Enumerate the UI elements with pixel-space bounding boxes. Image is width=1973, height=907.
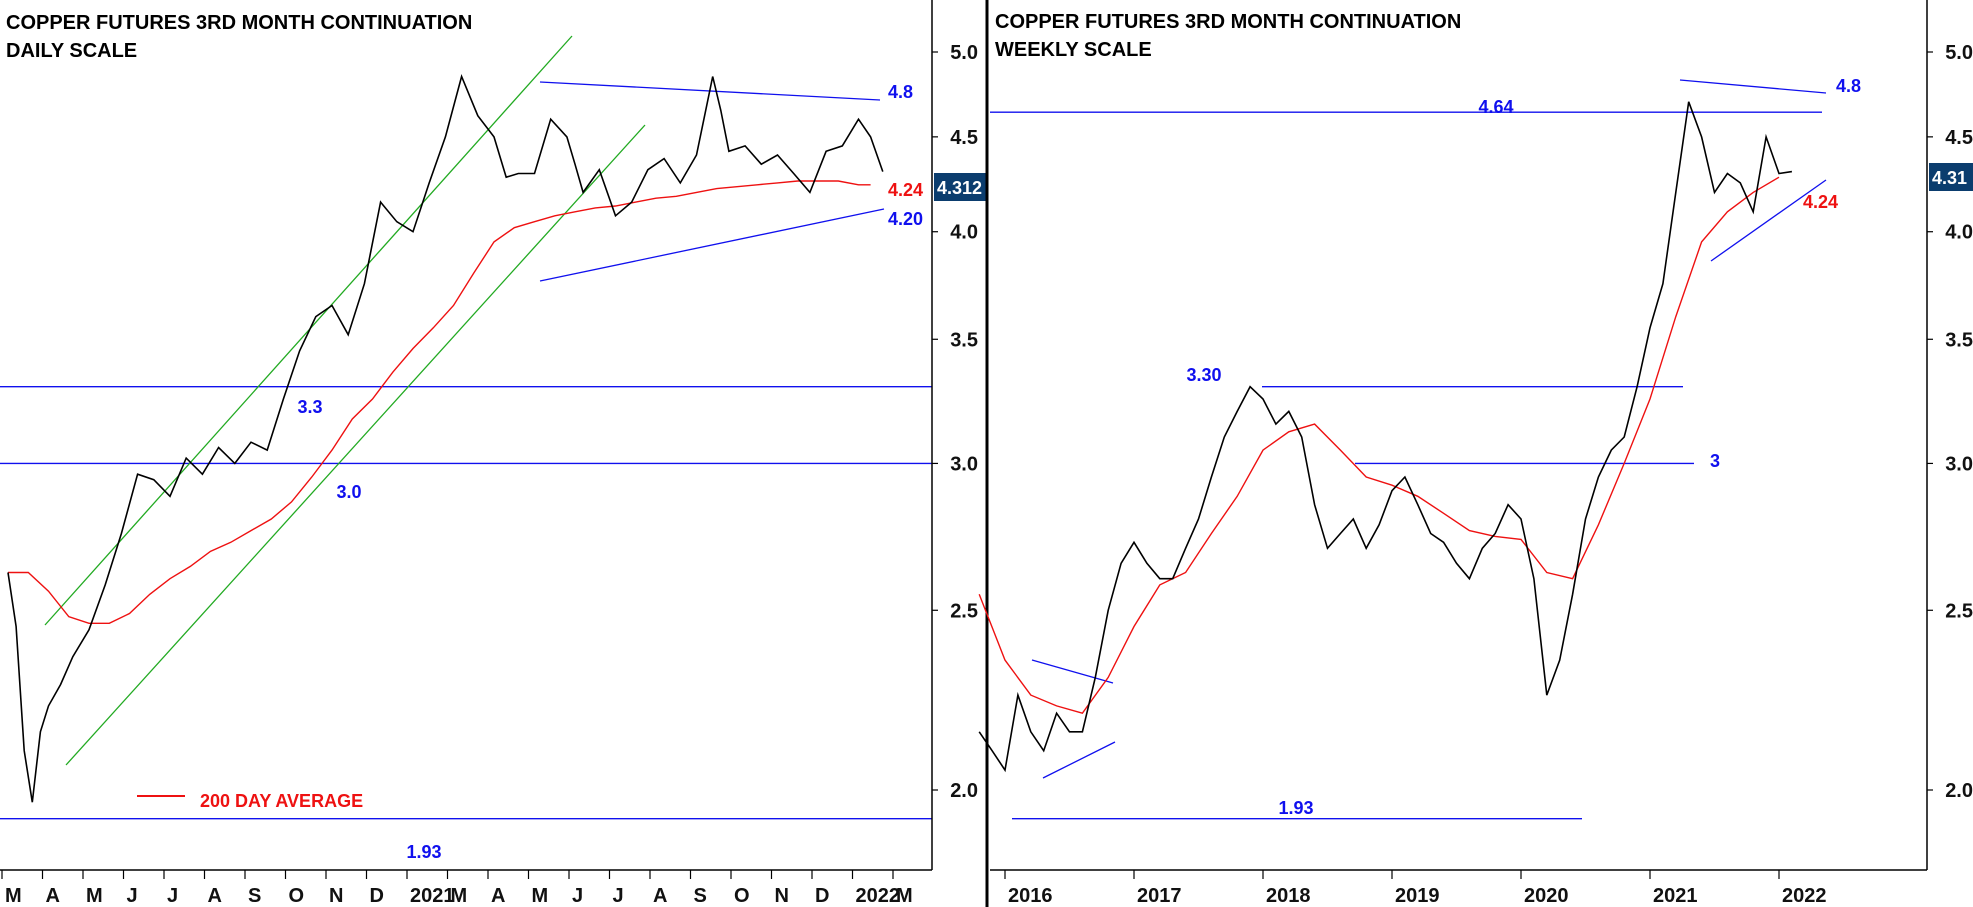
x-tick-label: J xyxy=(127,885,138,907)
x-tick-label: S xyxy=(694,885,707,907)
daily-label-4-24: 4.24 xyxy=(888,180,923,200)
daily-last-price-badge xyxy=(934,173,986,201)
r-level-label: 1.93 xyxy=(1278,798,1313,818)
daily-chart-subtitle: DAILY SCALE xyxy=(6,40,137,62)
weekly-resistance-line xyxy=(1679,79,1827,94)
y-tick-label: 5.0 xyxy=(1945,42,1973,64)
l-level-label: 1.93 xyxy=(406,842,441,862)
daily-y-ticks: 5.0 4.5 4.0 3.5 3.0 2.5 2.0 xyxy=(932,42,978,802)
x-tick-label: M xyxy=(86,885,103,907)
y-tick-label: 4.0 xyxy=(950,222,978,244)
x-tick-label: J xyxy=(167,885,178,907)
r-level-label: 3.30 xyxy=(1186,365,1221,385)
x-tick-label: 2022 xyxy=(856,885,901,907)
daily-label-4-20: 4.20 xyxy=(888,209,923,229)
y-tick-label: 2.5 xyxy=(950,600,978,622)
x-tick-label: A xyxy=(46,885,60,907)
x-tick-label: M xyxy=(5,885,22,907)
x-tick-label: A xyxy=(653,885,667,907)
weekly-triangle-top-line xyxy=(1031,659,1114,684)
y-tick-label: 3.0 xyxy=(950,453,978,475)
x-tick-label: A xyxy=(491,885,505,907)
weekly-label-4-8: 4.8 xyxy=(1836,76,1861,96)
x-tick-label: 2020 xyxy=(1524,885,1569,907)
x-tick-label: A xyxy=(208,885,222,907)
weekly-level-lines: 4.64 3.30 3 1.93 xyxy=(990,97,1822,820)
x-tick-label: 2021 xyxy=(1653,885,1698,907)
x-tick-label: 2016 xyxy=(1008,885,1053,907)
y-tick-label: 3.0 xyxy=(1945,453,1973,475)
weekly-last-price-badge xyxy=(1929,163,1973,191)
daily-last-price-value: 4.312 xyxy=(937,178,982,198)
daily-chart-panel: 3.3 3.0 1.93 5.0 4.5 4.0 3.5 3.0 2.5 2.0 M A M J J A S… xyxy=(0,0,986,907)
y-tick-label: 3.5 xyxy=(1945,329,1973,351)
l-level-label: 3.0 xyxy=(336,482,361,502)
legend-label: 200 DAY AVERAGE xyxy=(200,791,363,811)
y-tick-label: 2.5 xyxy=(1945,600,1973,622)
x-tick-label: J xyxy=(572,885,583,907)
daily-200-day-average-line xyxy=(8,180,871,624)
weekly-average-line xyxy=(978,176,1780,715)
x-tick-label: O xyxy=(289,885,305,907)
x-tick-label: 2017 xyxy=(1137,885,1182,907)
y-tick-label: 3.5 xyxy=(950,329,978,351)
x-tick-label: 2021 xyxy=(410,885,455,907)
daily-support-line xyxy=(539,208,885,282)
y-tick-label: 2.0 xyxy=(1945,780,1973,802)
x-tick-label: D xyxy=(815,885,829,907)
weekly-chart-title: COPPER FUTURES 3RD MONTH CONTINUATION xyxy=(995,11,1461,33)
x-tick-label: M xyxy=(532,885,549,907)
x-tick-label: D xyxy=(370,885,384,907)
r-level-label: 4.64 xyxy=(1478,97,1513,117)
r-level-label: 3 xyxy=(1710,451,1720,471)
weekly-label-4-24: 4.24 xyxy=(1803,192,1838,212)
x-tick-label: M xyxy=(896,885,913,907)
x-tick-label: N xyxy=(775,885,789,907)
y-tick-label: 4.0 xyxy=(1945,222,1973,244)
x-tick-label: J xyxy=(613,885,624,907)
weekly-y-ticks: 5.0 4.5 4.0 3.5 3.0 2.5 2.0 xyxy=(1927,42,1973,802)
x-tick-label: 2022 xyxy=(1782,885,1827,907)
weekly-trend-lines xyxy=(1031,79,1827,779)
x-tick-label: O xyxy=(734,885,750,907)
weekly-triangle-bottom-line xyxy=(1042,741,1116,779)
y-tick-label: 4.5 xyxy=(950,127,978,149)
daily-price-line xyxy=(7,74,884,803)
weekly-chart-panel: 4.64 3.30 3 1.93 5.0 4.5 4.0 3.5 3.0 2.5 2.0 2016… xyxy=(978,0,1973,907)
x-tick-label: S xyxy=(248,885,261,907)
x-tick-label: 2019 xyxy=(1395,885,1440,907)
y-tick-label: 4.5 xyxy=(1945,127,1973,149)
daily-level-lines: 3.3 3.0 1.93 xyxy=(0,386,932,862)
daily-channel-lower-line xyxy=(65,124,646,766)
weekly-last-price-value: 4.31 xyxy=(1932,168,1967,188)
weekly-support-line xyxy=(1710,179,1827,262)
l-level-label: 3.3 xyxy=(297,397,322,417)
x-tick-label: M xyxy=(451,885,468,907)
daily-chart-title: COPPER FUTURES 3RD MONTH CONTINUATION xyxy=(6,12,472,34)
x-tick-label: 2018 xyxy=(1266,885,1311,907)
weekly-chart-subtitle: WEEKLY SCALE xyxy=(995,39,1152,61)
weekly-x-ticks: 2016 2017 2018 2019 2020 2021 2022 xyxy=(1004,870,1827,907)
x-tick-label: N xyxy=(329,885,343,907)
weekly-price-line xyxy=(978,101,1793,773)
daily-label-4-8: 4.8 xyxy=(888,82,913,102)
y-tick-label: 2.0 xyxy=(950,780,978,802)
y-tick-label: 5.0 xyxy=(950,42,978,64)
